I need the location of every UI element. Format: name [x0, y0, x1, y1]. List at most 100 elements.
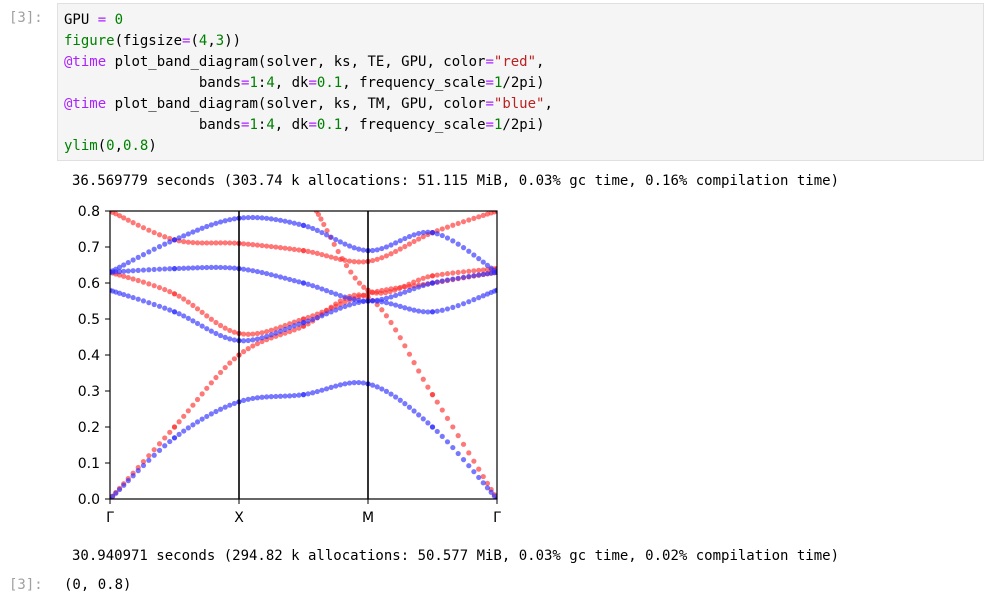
red-band-point: [151, 283, 157, 289]
blue-band-point: [245, 396, 251, 402]
blue-band-point: [480, 271, 486, 277]
y-tick-label: 0.8: [78, 204, 100, 220]
blue-band-point: [185, 231, 191, 237]
red-band-point: [476, 267, 482, 273]
blue-band-point: [264, 394, 270, 400]
red-band-point: [411, 360, 417, 366]
y-tick-label: 0.2: [78, 420, 100, 436]
red-band-point: [277, 324, 284, 330]
blue-band-point: [439, 278, 445, 284]
red-band-point: [231, 356, 237, 362]
blue-band-point: [113, 490, 119, 496]
blue-band-point: [217, 406, 224, 412]
blue-band-point: [494, 496, 497, 499]
red-band-point: [296, 325, 302, 331]
blue-band-point: [450, 276, 456, 282]
blue-band-point: [199, 225, 205, 231]
blue-band-point: [444, 439, 451, 445]
blue-band-point: [121, 482, 127, 488]
blue-band-point: [429, 424, 436, 430]
red-band-point: [337, 301, 343, 307]
blue-band-point: [273, 216, 279, 223]
blue-band-point: [411, 232, 417, 238]
blue-band-point: [420, 416, 426, 422]
code-input-cell[interactable]: GPU = 0 figure(figsize=(4,3)) @time plot_b…: [57, 3, 984, 161]
red-band-point: [194, 240, 201, 246]
blue-band-point: [466, 463, 472, 469]
blue-band-point: [296, 392, 302, 398]
red-band-point: [296, 317, 302, 324]
blue-band-point: [328, 309, 334, 315]
blue-band-point: [291, 220, 297, 226]
blue-band-point: [181, 265, 187, 271]
blue-band-point: [273, 330, 279, 336]
blue-band-point: [231, 265, 237, 271]
red-band-point: [360, 292, 366, 298]
blue-band-point: [135, 267, 141, 273]
blue-band-point: [222, 264, 228, 271]
blue-band-point: [181, 428, 187, 434]
red-band-point: [388, 251, 394, 257]
blue-band-point: [291, 323, 297, 329]
red-band-point: [396, 285, 403, 291]
red-band-point: [425, 384, 431, 390]
blue-band-point: [140, 462, 147, 469]
blue-band-point: [171, 309, 178, 315]
blue-band-point: [342, 294, 348, 300]
blue-band-point: [455, 241, 461, 247]
blue-band-point: [217, 264, 224, 271]
red-band-point: [250, 343, 256, 349]
blue-band-point: [167, 307, 173, 313]
red-band-point: [125, 274, 131, 281]
red-band-point: [323, 253, 330, 259]
blue-band-point: [337, 293, 343, 299]
blue-band-point: [146, 300, 152, 306]
blue-band-point: [125, 293, 131, 299]
blue-band-point: [476, 272, 482, 278]
blue-band-point: [388, 391, 394, 397]
x-tick-label: Γ: [493, 510, 501, 526]
red-band-point: [406, 241, 413, 247]
red-band-point: [476, 466, 482, 472]
red-band-point: [245, 346, 251, 352]
red-band-point: [140, 279, 147, 285]
blue-band-point: [480, 259, 486, 265]
blue-band-point: [374, 384, 380, 390]
red-band-point: [420, 234, 426, 240]
red-band-point: [351, 259, 357, 265]
blue-band-point: [231, 216, 237, 222]
red-band-point: [156, 284, 163, 291]
band-diagram-svg: 0.0 0.1 0.2 0.3 0.4 0.5 0.6 0.7 0.8 Γ X M Γ: [78, 204, 501, 526]
blue-band-point: [379, 296, 385, 302]
blue-band-point: [305, 391, 311, 397]
blue-band-point: [480, 480, 486, 486]
red-band-point: [254, 341, 261, 347]
blue-band-point: [476, 256, 482, 262]
red-band-point: [287, 321, 293, 327]
blue-band-point: [406, 306, 413, 312]
red-band-point: [250, 331, 256, 337]
red-band-point: [227, 360, 233, 366]
red-band-point: [231, 240, 237, 246]
blue-band-point: [208, 411, 214, 417]
red-band-point: [379, 255, 385, 261]
code-editor[interactable]: GPU = 0 figure(figsize=(4,3)) @time plot_b…: [64, 10, 553, 157]
blue-band-point: [125, 259, 131, 266]
code-line: ylim(0,0.8): [64, 138, 157, 154]
blue-band-point: [370, 382, 376, 388]
blue-band-point: [397, 238, 403, 244]
blue-band-point: [388, 242, 394, 248]
blue-band-point: [328, 234, 334, 240]
blue-band-point: [388, 301, 394, 307]
red-band-point: [135, 277, 141, 284]
red-band-point: [140, 225, 147, 231]
blue-band-point: [393, 240, 399, 246]
red-band-point: [406, 281, 412, 287]
blue-band-point: [231, 337, 237, 343]
blue-band-point: [116, 290, 123, 296]
red-band-point: [370, 257, 376, 264]
blue-band-point: [116, 269, 123, 275]
red-band-point: [167, 429, 173, 435]
red-band-point: [471, 268, 477, 274]
blue-band-point: [259, 269, 265, 276]
